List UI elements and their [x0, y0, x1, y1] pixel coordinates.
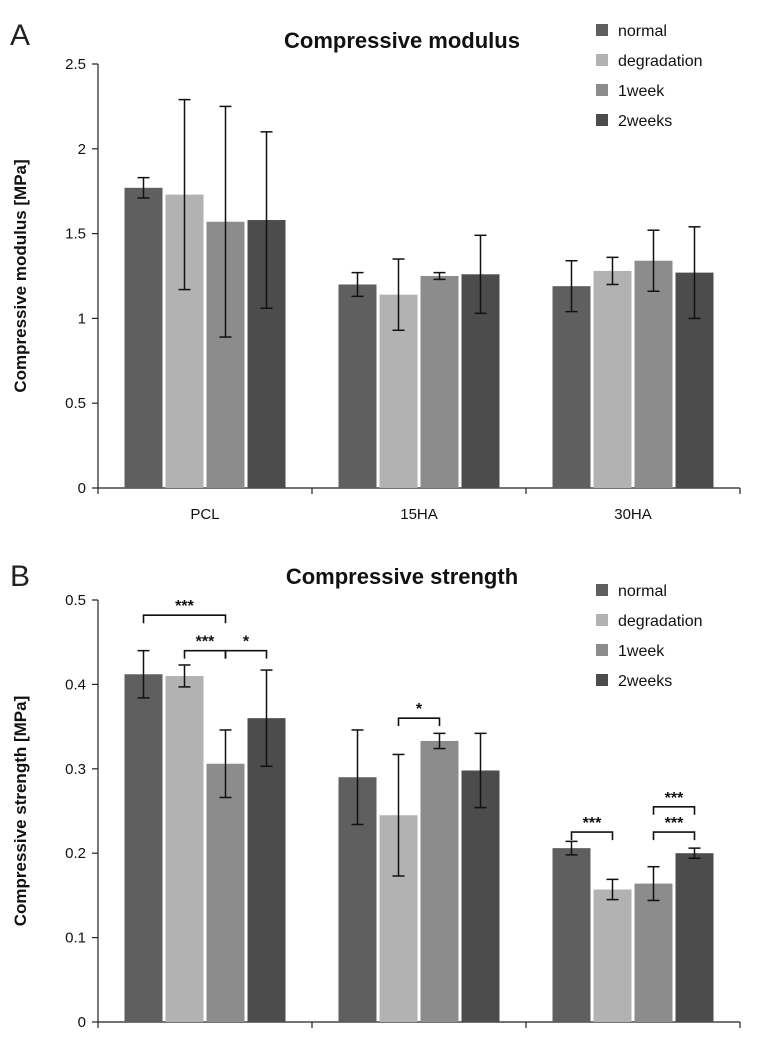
legend-label: 1week [618, 643, 665, 660]
legend-label: 1week [618, 83, 665, 100]
significance-bracket [183, 649, 227, 659]
bar-normal-pcl [124, 187, 163, 489]
panel-letter: A [10, 19, 30, 52]
bar-degradation-30ha [593, 889, 632, 1022]
legend-label: 2weeks [618, 673, 672, 690]
significance-bracket [224, 649, 268, 659]
bar-degradation-30ha [593, 270, 632, 488]
legend-swatch [596, 674, 608, 686]
significance-label: *** [665, 815, 684, 832]
panel-b: B Compressive strength 0 0.1 0.2 0.3 0.4 0.5 C… [10, 560, 741, 1031]
x-tick-label: 30HA [614, 506, 652, 523]
bar-normal-15ha [338, 284, 377, 488]
legend-label: normal [618, 583, 667, 600]
significance-label: * [416, 701, 423, 718]
significance-label: *** [665, 790, 684, 807]
x-tick-label: PCL [190, 506, 219, 523]
significance-label: *** [583, 815, 602, 832]
legend-swatch [596, 644, 608, 656]
y-tick-label: 1 [78, 310, 86, 327]
legend-label: normal [618, 23, 667, 40]
bar-2weeks-15ha [461, 770, 500, 1022]
legend-swatch [596, 114, 608, 126]
y-tick-label: 0 [78, 480, 86, 497]
y-tick-label: 0.5 [65, 395, 86, 412]
panel-letter: B [10, 560, 30, 593]
y-tick-label: 0.1 [65, 930, 86, 947]
y-tick-label: 0.4 [65, 676, 86, 693]
bar-1week-15ha [420, 276, 459, 488]
bar-degradation-pcl [165, 675, 204, 1022]
y-tick-label: 2.5 [65, 56, 86, 73]
bar-2weeks-pcl [247, 718, 286, 1022]
y-tick-label: 0.5 [65, 592, 86, 609]
legend-swatch [596, 84, 608, 96]
bar-1week-30ha [634, 260, 673, 488]
y-tick-label: 0.3 [65, 761, 86, 778]
legend-swatch [596, 24, 608, 36]
significance-bracket [142, 614, 227, 624]
legend-label: degradation [618, 613, 703, 630]
bar-normal-30ha [552, 286, 591, 488]
y-axis-title: Compressive modulus [MPa] [11, 159, 30, 392]
significance-label: *** [175, 598, 194, 615]
y-tick-label: 2 [78, 141, 86, 158]
significance-bracket [397, 717, 441, 727]
y-tick-label: 0 [78, 1014, 86, 1031]
y-axis-title: Compressive strength [MPa] [11, 696, 30, 927]
legend-label: 2weeks [618, 113, 672, 130]
legend-swatch [596, 614, 608, 626]
significance-bracket [652, 805, 696, 815]
chart-title: Compressive modulus [284, 28, 520, 53]
y-tick-label: 1.5 [65, 226, 86, 243]
bar-1week-pcl [206, 763, 245, 1022]
y-tick-label: 0.2 [65, 845, 86, 862]
significance-bracket [652, 831, 696, 841]
panel-a: A Compressive modulus 0 0.5 1 1.5 2 2.5 Compre… [10, 19, 741, 523]
bar-normal-pcl [124, 674, 163, 1022]
chart-title: Compressive strength [286, 564, 518, 589]
legend-label: degradation [618, 53, 703, 70]
x-tick-label: 15HA [400, 506, 438, 523]
bar-1week-30ha [634, 883, 673, 1022]
significance-label: * [243, 634, 250, 651]
legend-swatch [596, 584, 608, 596]
bar-2weeks-30ha [675, 853, 714, 1022]
legend-swatch [596, 54, 608, 66]
bar-normal-30ha [552, 848, 591, 1022]
bar-1week-15ha [420, 740, 459, 1022]
significance-bracket [570, 831, 614, 841]
significance-label: *** [196, 634, 215, 651]
